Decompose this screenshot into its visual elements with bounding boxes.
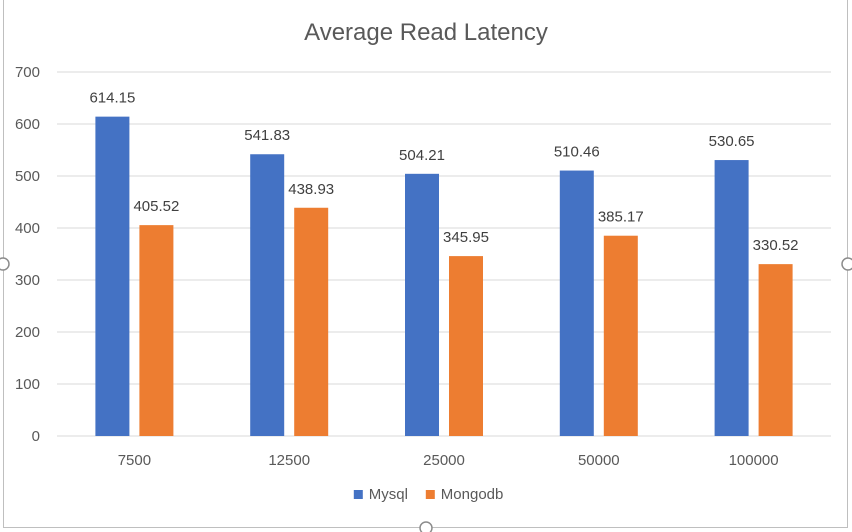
bar-mysql-12500 — [250, 154, 285, 436]
bar-mysql-25000 — [405, 173, 439, 437]
bars — [95, 116, 793, 437]
x-tick-label: 12500 — [268, 452, 310, 469]
legend: Mysql Mongodb — [353, 486, 504, 503]
data-label-mongodb-25000: 345.95 — [443, 229, 489, 246]
x-tick-label: 100000 — [729, 452, 779, 469]
bar-mongodb-7500 — [139, 225, 174, 436]
data-label-mongodb-50000: 385.17 — [598, 209, 644, 226]
bar-mongodb-25000 — [449, 256, 483, 436]
chart-title: Average Read Latency — [304, 19, 548, 46]
x-tick-label: 7500 — [118, 452, 151, 469]
resize-handle[interactable] — [0, 257, 10, 271]
y-tick-label: 200 — [15, 324, 40, 341]
selection-handles[interactable] — [0, 257, 852, 532]
bar-mongodb-12500 — [294, 207, 329, 436]
data-label-mysql-100000: 530.65 — [709, 133, 755, 150]
y-tick-label: 0 — [32, 428, 40, 445]
bar-mysql-50000 — [559, 170, 594, 437]
data-label-mysql-12500: 541.83 — [244, 127, 290, 144]
x-axis-ticks: 7500 12500 25000 50000 100000 — [118, 452, 779, 469]
bar-mysql-100000 — [714, 160, 749, 436]
legend-label-mysql: Mysql — [369, 486, 408, 503]
data-label-mysql-7500: 614.15 — [89, 90, 135, 107]
x-tick-label: 25000 — [423, 452, 465, 469]
y-axis-ticks: 0 100 200 300 400 500 600 700 — [15, 64, 40, 445]
resize-handle[interactable] — [419, 521, 433, 532]
y-tick-label: 600 — [15, 116, 40, 133]
data-labels: 614.15 405.52 541.83 438.93 504.21 345.95 510.… — [89, 90, 798, 254]
legend-label-mongodb: Mongodb — [441, 486, 504, 503]
data-label-mongodb-12500: 438.93 — [288, 181, 334, 198]
y-tick-label: 500 — [15, 168, 40, 185]
data-label-mysql-25000: 504.21 — [399, 147, 445, 164]
legend-swatch-mysql — [353, 490, 363, 499]
bar-mongodb-100000 — [758, 264, 793, 436]
resize-handle[interactable] — [841, 257, 852, 271]
bar-mysql-7500 — [95, 116, 130, 436]
data-label-mysql-50000: 510.46 — [554, 144, 600, 161]
data-label-mongodb-7500: 405.52 — [133, 198, 179, 215]
gridlines — [57, 71, 831, 437]
data-label-mongodb-100000: 330.52 — [753, 237, 799, 254]
bar-mongodb-50000 — [603, 235, 638, 436]
y-tick-label: 100 — [15, 376, 40, 393]
y-tick-label: 400 — [15, 220, 40, 237]
y-tick-label: 300 — [15, 272, 40, 289]
x-tick-label: 50000 — [578, 452, 620, 469]
y-tick-label: 700 — [15, 64, 40, 81]
legend-swatch-mongodb — [425, 490, 435, 499]
